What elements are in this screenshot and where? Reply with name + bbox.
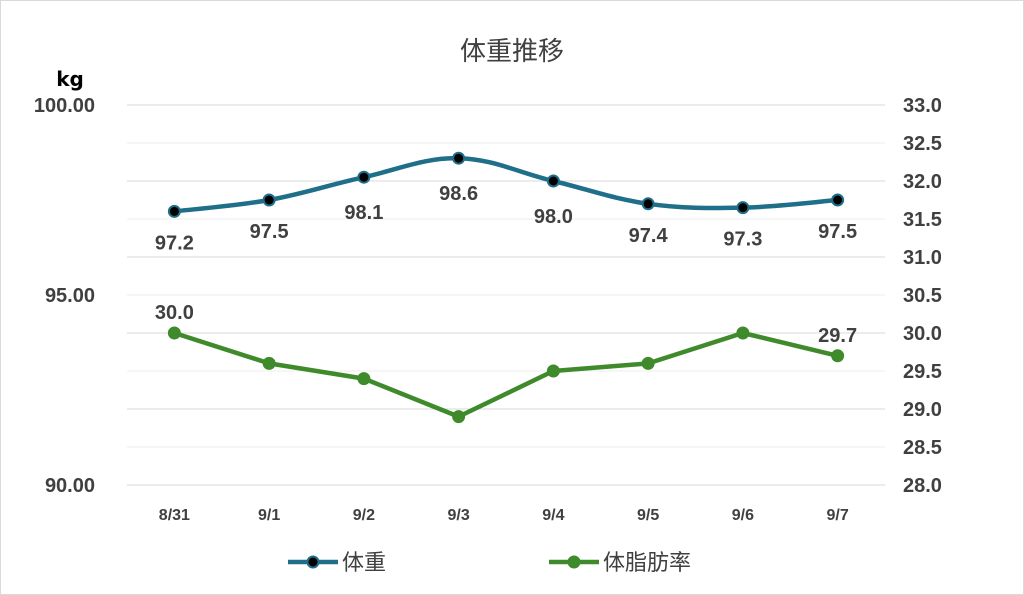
series-2: 30.0 29.7 bbox=[155, 302, 857, 424]
y-right-tick-label: 30.0 bbox=[903, 323, 942, 345]
y-axis-left-unit: kg bbox=[56, 67, 84, 91]
data-label: 29.7 bbox=[818, 325, 857, 347]
legend-label: 体脂肪率 bbox=[603, 551, 691, 576]
data-label: 97.5 bbox=[818, 221, 857, 243]
x-tick-label: 9/7 bbox=[827, 507, 849, 524]
data-point bbox=[641, 197, 655, 211]
x-tick-label: 9/4 bbox=[542, 507, 564, 524]
y-right-tick-label: 31.5 bbox=[903, 209, 942, 231]
y-right-tick-label: 29.5 bbox=[903, 361, 942, 383]
y-left-tick-label: 95.00 bbox=[45, 285, 95, 307]
y-left-tick-label: 100.00 bbox=[34, 95, 95, 117]
data-point bbox=[452, 151, 466, 165]
x-tick-label: 9/6 bbox=[732, 507, 754, 524]
data-label: 98.1 bbox=[344, 202, 383, 224]
data-label: 97.4 bbox=[629, 225, 669, 247]
data-label: 97.2 bbox=[155, 232, 194, 254]
data-point bbox=[641, 356, 655, 370]
data-point bbox=[167, 326, 181, 340]
y-left-tick-label: 90.00 bbox=[45, 475, 95, 497]
series-line bbox=[174, 155, 838, 214]
series-1: 97.2 97.5 98.1 98.6 98.0 97.4 97.3 97.5 bbox=[155, 151, 857, 254]
y-right-tick-label: 33.0 bbox=[903, 95, 942, 117]
data-label: 98.6 bbox=[439, 183, 478, 205]
x-tick-label: 9/1 bbox=[258, 507, 280, 524]
y-right-tick-label: 28.5 bbox=[903, 437, 942, 459]
x-tick-label: 9/2 bbox=[353, 507, 375, 524]
x-tick-label: 9/3 bbox=[448, 507, 470, 524]
data-label: 97.3 bbox=[723, 229, 762, 251]
y-right-tick-label: 31.0 bbox=[903, 247, 942, 269]
gridlines bbox=[127, 104, 885, 486]
data-label: 30.0 bbox=[155, 302, 194, 324]
legend: 体重 体脂肪率 bbox=[288, 551, 691, 576]
data-point bbox=[167, 204, 181, 218]
data-point bbox=[357, 170, 371, 184]
y-right-tick-label: 32.5 bbox=[903, 133, 942, 155]
x-axis: 8/31 9/1 9/2 9/3 9/4 9/5 9/6 9/7 bbox=[127, 484, 885, 524]
data-point bbox=[262, 356, 276, 370]
y-axis-right: 28.0 28.5 29.0 29.5 30.0 30.5 31.0 31.5 32.0 32.5… bbox=[903, 95, 942, 497]
y-axis-left: 90.00 95.00 100.00 bbox=[34, 95, 95, 497]
x-tick-label: 9/5 bbox=[637, 507, 659, 524]
y-right-tick-label: 29.0 bbox=[903, 399, 942, 421]
legend-marker bbox=[567, 555, 581, 569]
data-point bbox=[831, 193, 845, 207]
data-point bbox=[452, 410, 466, 424]
data-label: 97.5 bbox=[250, 221, 289, 243]
data-point bbox=[736, 201, 750, 215]
chart-title: 体重推移 bbox=[460, 37, 564, 67]
y-right-tick-label: 28.0 bbox=[903, 475, 942, 497]
legend-item-2: 体脂肪率 bbox=[549, 551, 691, 576]
series-layer: 97.2 97.5 98.1 98.6 98.0 97.4 97.3 97.5 30.0 29.7 bbox=[155, 151, 857, 424]
data-point bbox=[546, 174, 560, 188]
x-tick-label: 8/31 bbox=[159, 507, 190, 524]
legend-label: 体重 bbox=[342, 551, 386, 576]
data-point bbox=[357, 372, 371, 386]
data-point bbox=[262, 193, 276, 207]
data-label: 98.0 bbox=[534, 206, 573, 228]
series-line bbox=[173, 330, 839, 419]
data-point bbox=[546, 364, 560, 378]
data-point bbox=[831, 349, 845, 363]
data-point bbox=[736, 326, 750, 340]
legend-item-1: 体重 bbox=[288, 551, 386, 576]
legend-marker bbox=[306, 555, 320, 569]
y-right-tick-label: 30.5 bbox=[903, 285, 942, 307]
y-right-tick-label: 32.0 bbox=[903, 171, 942, 193]
